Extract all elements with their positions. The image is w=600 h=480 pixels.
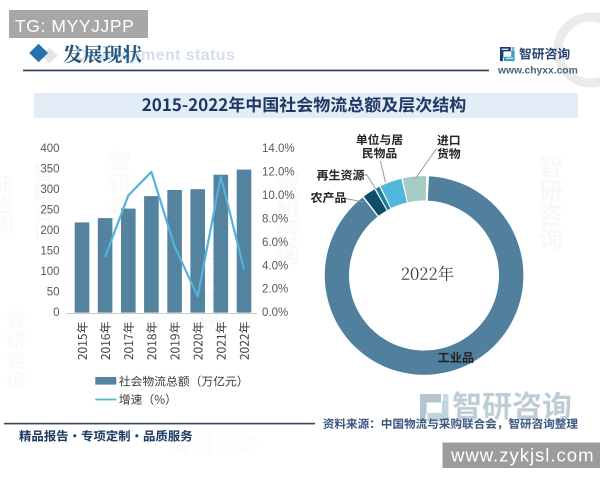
svg-text:TG: MYYJJPP: TG: MYYJJPP bbox=[15, 16, 134, 36]
svg-text:6.0%: 6.0% bbox=[262, 237, 288, 249]
svg-text:350: 350 bbox=[40, 163, 59, 175]
svg-text:14.0%: 14.0% bbox=[262, 143, 295, 155]
svg-text:0: 0 bbox=[53, 307, 59, 319]
svg-text:4.0%: 4.0% bbox=[262, 260, 288, 272]
svg-text:8.0%: 8.0% bbox=[262, 213, 288, 225]
svg-text:50: 50 bbox=[47, 287, 60, 299]
svg-text:200: 200 bbox=[40, 225, 59, 237]
svg-text:www.chyxx.com: www.chyxx.com bbox=[497, 66, 578, 77]
svg-text:400: 400 bbox=[40, 143, 59, 155]
svg-text:250: 250 bbox=[40, 205, 59, 217]
svg-text:300: 300 bbox=[40, 184, 59, 196]
svg-text:100: 100 bbox=[40, 266, 59, 278]
svg-text:12.0%: 12.0% bbox=[262, 166, 295, 178]
svg-text:www.zykjsl.com: www.zykjsl.com bbox=[450, 445, 595, 466]
svg-text:10.0%: 10.0% bbox=[262, 190, 295, 202]
svg-text:2.0%: 2.0% bbox=[262, 284, 288, 296]
svg-text:0.0%: 0.0% bbox=[262, 307, 288, 319]
svg-text:150: 150 bbox=[40, 246, 59, 258]
